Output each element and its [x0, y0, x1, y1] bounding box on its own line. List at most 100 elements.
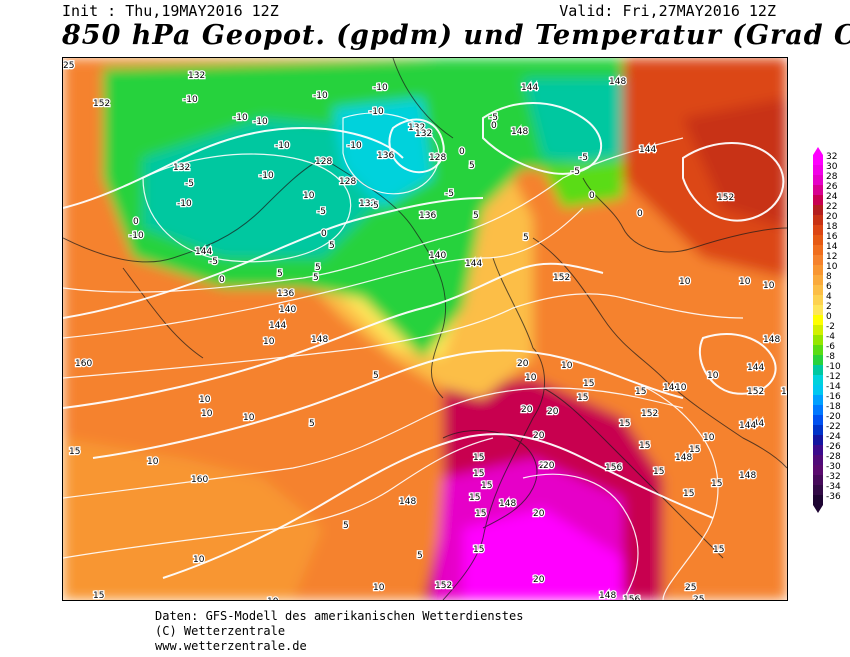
temperature-label: -10: [183, 95, 198, 105]
footer: Daten: GFS-Modell des amerikanischen Wet…: [155, 609, 523, 654]
legend-swatch: [813, 175, 823, 185]
legend-swatch: [813, 385, 823, 395]
temperature-label: 15: [653, 467, 664, 477]
legend-label: -18: [826, 402, 841, 412]
temperature-label: 25: [693, 595, 704, 600]
height-label: 132: [188, 71, 205, 81]
legend-swatch: [813, 255, 823, 265]
height-label: 160: [75, 359, 92, 369]
height-label: 148: [311, 335, 328, 345]
height-label: 144: [747, 419, 764, 429]
height-label: 148: [599, 591, 616, 600]
legend-swatch: [813, 415, 823, 425]
legend-swatch: [813, 345, 823, 355]
temperature-label: 15: [639, 441, 650, 451]
legend-swatch: [813, 155, 823, 165]
temperature-field: [63, 58, 787, 600]
height-label: 152: [553, 273, 570, 283]
height-label: 132: [173, 163, 190, 173]
legend-swatch: [813, 275, 823, 285]
height-label: 128: [429, 153, 446, 163]
temperature-label: 15: [683, 489, 694, 499]
temperature-label: 10: [193, 555, 205, 565]
temperature-label: -10: [177, 199, 192, 209]
temperature-label: -5: [571, 167, 580, 177]
height-label: 132: [415, 129, 432, 139]
legend-label: 8: [826, 272, 832, 282]
temperature-label: 5: [309, 419, 315, 429]
legend-label: 26: [826, 182, 838, 192]
legend-swatch: [813, 475, 823, 485]
temperature-label: -10: [275, 141, 290, 151]
height-label: 160: [191, 475, 208, 485]
legend-swatch: [813, 365, 823, 375]
temperature-label: -5: [489, 113, 498, 123]
valid-time: Valid: Fri,27MAY2016 12Z: [559, 2, 776, 20]
legend-label: -28: [826, 452, 841, 462]
legend-swatch: [813, 305, 823, 315]
temperature-label: 5: [313, 273, 319, 283]
height-label: 152: [747, 387, 764, 397]
legend-label: -16: [826, 392, 841, 402]
temperature-label: 10: [739, 277, 751, 287]
temperature-label: 0: [491, 121, 497, 131]
legend-label: -36: [826, 492, 841, 502]
legend-swatch: [813, 265, 823, 275]
temperature-label: 15: [481, 481, 492, 491]
temperature-label: 15: [473, 545, 484, 555]
temperature-label: 20: [517, 359, 529, 369]
temperature-label: 15: [689, 445, 700, 455]
footer-copyright: (C) Wetterzentrale: [155, 624, 286, 638]
temperature-label: 20: [543, 461, 555, 471]
temperature-label: 10: [525, 373, 537, 383]
temperature-label: 15: [469, 493, 480, 503]
temperature-label: 15: [69, 447, 80, 457]
legend-swatch: [813, 395, 823, 405]
footer-data-source: Daten: GFS-Modell des amerikanischen Wet…: [155, 609, 524, 623]
legend-label: 32: [826, 152, 837, 162]
legend-label: -32: [826, 472, 841, 482]
temperature-label: -5: [445, 189, 454, 199]
temperature-label: 0: [133, 217, 139, 227]
legend-arrow-up: [813, 147, 823, 155]
legend-swatch: [813, 435, 823, 445]
temperature-label: 10: [201, 409, 213, 419]
footer-url[interactable]: www.wetterzentrale.de: [155, 639, 307, 653]
temperature-label: 10: [199, 395, 211, 405]
header-row: Init : Thu,19MAY2016 12Z Valid: Fri,27MA…: [62, 2, 776, 20]
legend-swatch: [813, 195, 823, 205]
legend-swatch: [813, 245, 823, 255]
legend-label: 12: [826, 252, 837, 262]
height-label: 136: [377, 151, 394, 161]
temperature-label: 10: [267, 597, 279, 600]
height-label: 140: [279, 305, 296, 315]
temperature-label: 10: [675, 383, 687, 393]
temperature-label: -5: [209, 257, 218, 267]
temperature-label: 20: [521, 405, 533, 415]
legend-swatch: [813, 485, 823, 495]
coastlines: [63, 58, 787, 600]
legend-label: 6: [826, 282, 832, 292]
legend-swatch: [813, 405, 823, 415]
legend-label: -24: [826, 432, 841, 442]
legend-swatch: [813, 375, 823, 385]
legend-swatch: [813, 495, 823, 505]
temperature-label: 20: [539, 461, 551, 471]
temperature-label: 20: [533, 575, 545, 585]
height-label: 148: [499, 499, 516, 509]
legend-label: -10: [826, 362, 841, 372]
weather-map[interactable]: 132 152 132 128 128 132 136 128 132 136 140 144 148 1…: [62, 57, 788, 601]
temperature-label: 10: [703, 433, 715, 443]
temperature-label: 15: [473, 469, 484, 479]
height-label: 152: [435, 581, 452, 591]
temperature-label: 10: [373, 583, 385, 593]
temperature-label: 25: [685, 583, 696, 593]
temperature-label: 15: [619, 419, 630, 429]
legend-swatch: [813, 425, 823, 435]
temperature-label: -10: [259, 171, 274, 181]
legend-label: -12: [826, 372, 841, 382]
temperature-label: -10: [373, 83, 388, 93]
height-label: 144: [195, 247, 212, 257]
temperature-label: 0: [219, 275, 225, 285]
temperature-label: -10: [129, 231, 144, 241]
